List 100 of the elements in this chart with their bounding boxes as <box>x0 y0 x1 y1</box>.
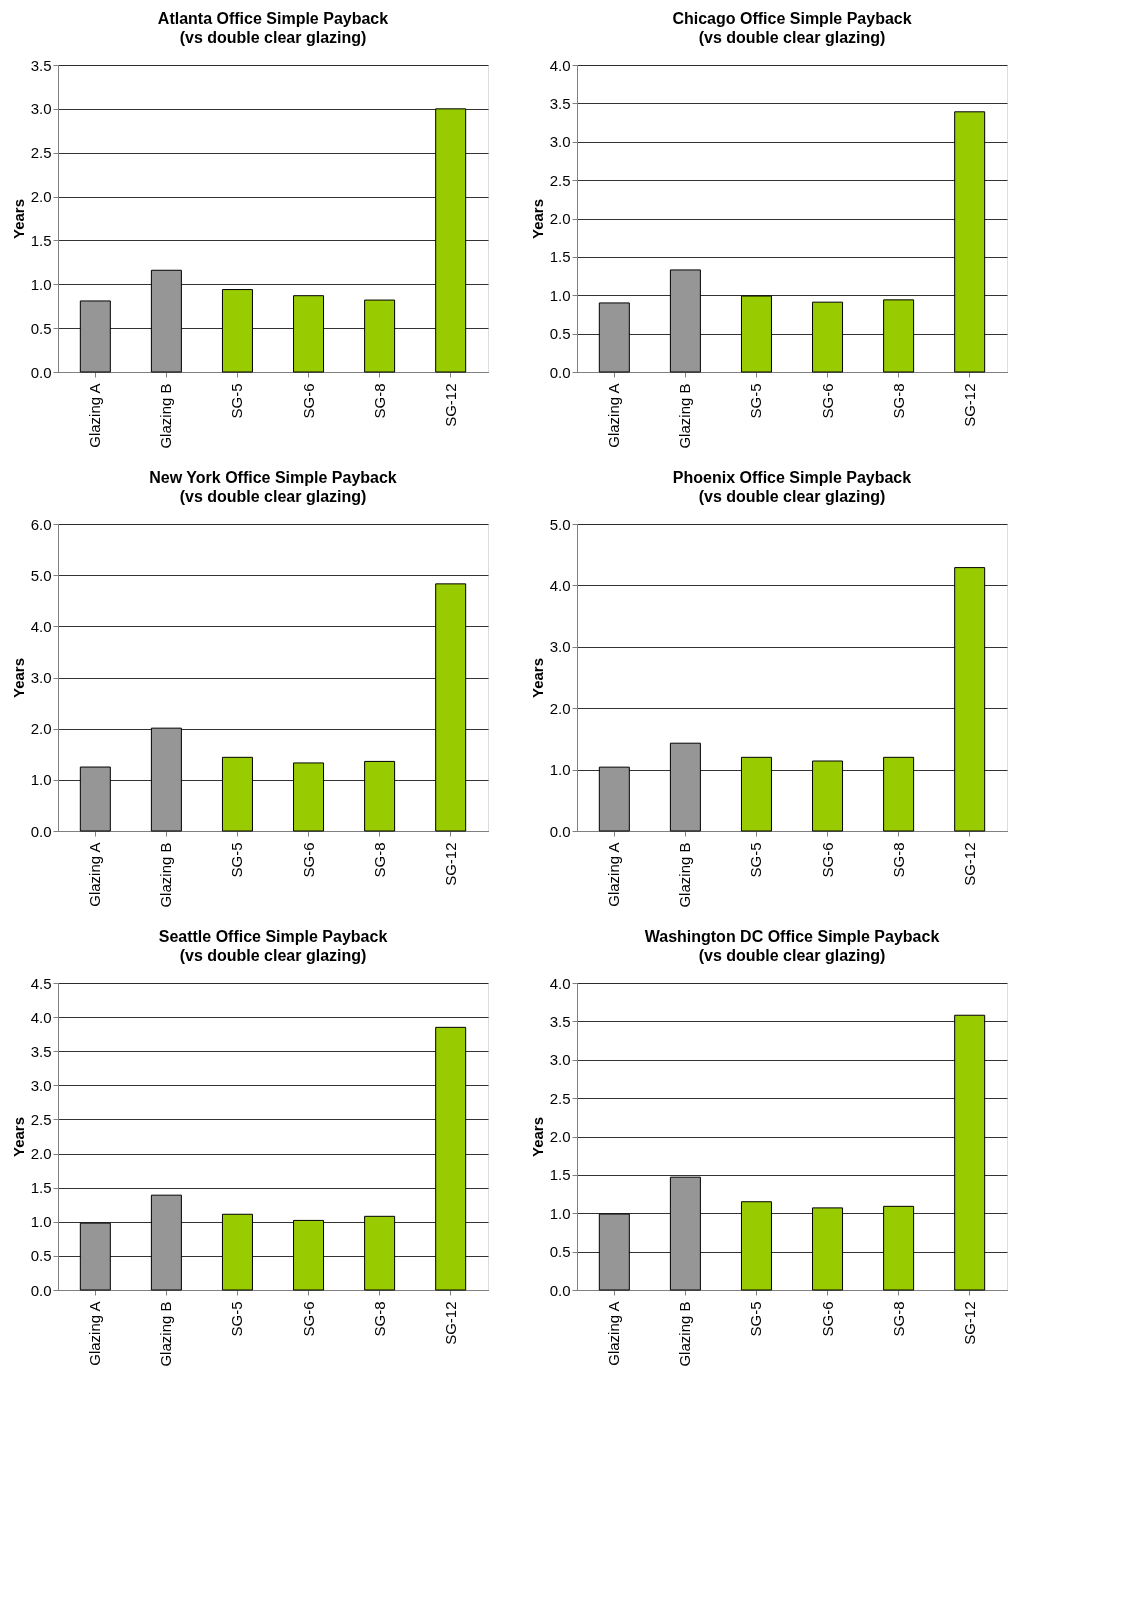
x-tick-label: SG-8 <box>889 383 907 419</box>
x-tick-label: SG-8 <box>370 383 388 419</box>
y-tick-label: 6.0 <box>30 515 52 533</box>
y-axis-title: Years <box>528 198 546 240</box>
y-tick-label: 3.0 <box>30 100 52 118</box>
y-tick-label: 2.0 <box>549 1128 571 1145</box>
y-tick-label: 1.5 <box>30 1179 52 1197</box>
y-tick-label: 4.5 <box>30 974 52 992</box>
y-tick-label: 4.0 <box>30 617 52 635</box>
x-tick-label: SG-8 <box>889 1301 907 1337</box>
y-tick-label: 1.0 <box>30 1213 52 1231</box>
y-tick-label: 5.0 <box>549 515 571 533</box>
x-tick-label: SG-12 <box>960 842 978 886</box>
y-tick-label: 3.0 <box>30 1076 52 1094</box>
y-axis-title: Years <box>9 657 27 699</box>
y-tick-label: 2.0 <box>30 1145 52 1163</box>
y-tick-label: 2.5 <box>30 144 52 162</box>
y-tick-label: 0.0 <box>549 822 571 840</box>
x-tick-label: SG-5 <box>747 1301 765 1337</box>
y-tick-label: 2.0 <box>30 188 52 206</box>
y-tick-label: 2.5 <box>549 171 571 189</box>
x-tick-label: Glazing B <box>676 842 694 908</box>
x-tick-label: SG-12 <box>441 383 459 427</box>
y-axis-title: Years <box>9 1116 27 1158</box>
y-tick-label: 0.0 <box>30 1281 52 1299</box>
x-tick-label: SG-8 <box>370 842 388 878</box>
y-tick-label: 0.0 <box>30 363 52 381</box>
y-tick-label: 4.0 <box>549 56 571 74</box>
y-tick-label: 3.0 <box>549 638 571 656</box>
x-tick-label: SG-6 <box>818 1301 836 1337</box>
y-tick-label: 3.0 <box>549 1051 571 1069</box>
chart-subtitle: (vs double clear glazing) <box>179 488 367 505</box>
chart-subtitle: (vs double clear glazing) <box>179 29 367 46</box>
y-tick-label: 2.0 <box>30 720 52 738</box>
x-tick-label: Glazing A <box>86 383 104 448</box>
y-tick-label: 2.0 <box>549 699 571 717</box>
y-tick-label: 3.0 <box>549 133 571 151</box>
y-tick-label: 0.5 <box>30 1247 52 1265</box>
chart-title: Washington DC Office Simple Payback <box>644 928 940 945</box>
x-tick-label: SG-6 <box>818 383 836 419</box>
y-tick-label: 1.5 <box>549 248 571 266</box>
y-tick-label: 3.5 <box>30 1042 52 1060</box>
x-tick-label: SG-5 <box>228 842 246 878</box>
chart-title: Phoenix Office Simple Payback <box>672 469 912 486</box>
y-tick-label: 4.0 <box>549 576 571 594</box>
y-tick-label: 0.5 <box>30 319 52 337</box>
y-tick-label: 2.0 <box>549 210 571 227</box>
y-axis-title: Years <box>528 657 546 699</box>
x-tick-label: SG-5 <box>228 1301 246 1337</box>
y-tick-label: 1.0 <box>549 761 571 779</box>
chart-subtitle: (vs double clear glazing) <box>698 29 886 46</box>
x-tick-label: Glazing B <box>157 842 175 908</box>
chart-subtitle: (vs double clear glazing) <box>179 947 367 964</box>
y-tick-label: 2.5 <box>30 1110 52 1128</box>
y-tick-label: 1.0 <box>30 771 52 789</box>
chart-subtitle: (vs double clear glazing) <box>698 488 886 505</box>
y-tick-label: 2.5 <box>549 1089 571 1107</box>
y-tick-label: 0.0 <box>549 363 571 381</box>
x-tick-label: SG-8 <box>370 1301 388 1337</box>
x-tick-label: SG-6 <box>818 842 836 878</box>
x-tick-label: Glazing A <box>86 1301 104 1366</box>
x-tick-label: Glazing A <box>605 1301 623 1366</box>
chart-title: Seattle Office Simple Payback <box>158 928 388 945</box>
x-tick-label: SG-8 <box>889 842 907 878</box>
x-tick-label: SG-5 <box>747 842 765 878</box>
chart-subtitle: (vs double clear glazing) <box>698 947 886 964</box>
x-tick-label: Glazing A <box>605 842 623 907</box>
chart-title: Atlanta Office Simple Payback <box>157 10 389 27</box>
y-tick-label: 1.5 <box>549 1166 571 1184</box>
y-tick-label: 3.5 <box>549 1012 571 1030</box>
y-tick-label: 0.5 <box>549 1243 571 1261</box>
x-tick-label: SG-12 <box>441 1301 459 1345</box>
y-axis-title: Years <box>528 1116 546 1158</box>
chart-title: Chicago Office Simple Payback <box>672 10 912 27</box>
y-tick-label: 3.5 <box>30 56 52 74</box>
x-tick-label: Glazing B <box>676 383 694 449</box>
y-tick-label: 1.0 <box>549 286 571 304</box>
y-tick-label: 1.0 <box>549 1204 571 1222</box>
x-tick-label: SG-5 <box>747 383 765 419</box>
x-tick-label: SG-12 <box>960 1301 978 1345</box>
y-tick-label: 3.0 <box>30 669 52 686</box>
x-tick-label: Glazing A <box>86 842 104 907</box>
y-tick-label: 0.0 <box>30 822 52 840</box>
y-tick-label: 4.0 <box>549 974 571 992</box>
y-tick-label: 0.0 <box>549 1281 571 1299</box>
y-tick-label: 1.5 <box>30 231 52 249</box>
x-tick-label: SG-6 <box>299 842 317 878</box>
y-axis-title: Years <box>9 198 27 240</box>
x-tick-label: SG-6 <box>299 383 317 419</box>
y-tick-label: 5.0 <box>30 566 52 584</box>
y-tick-label: 1.0 <box>30 275 52 293</box>
x-tick-label: Glazing B <box>676 1301 694 1367</box>
y-tick-label: 0.5 <box>549 325 571 343</box>
y-tick-label: 4.0 <box>30 1008 52 1026</box>
x-tick-label: SG-12 <box>441 842 459 886</box>
x-tick-label: Glazing B <box>157 383 175 449</box>
x-tick-label: SG-5 <box>228 383 246 419</box>
x-tick-label: Glazing B <box>157 1301 175 1367</box>
y-tick-label: 3.5 <box>549 94 571 112</box>
x-tick-label: SG-6 <box>299 1301 317 1337</box>
